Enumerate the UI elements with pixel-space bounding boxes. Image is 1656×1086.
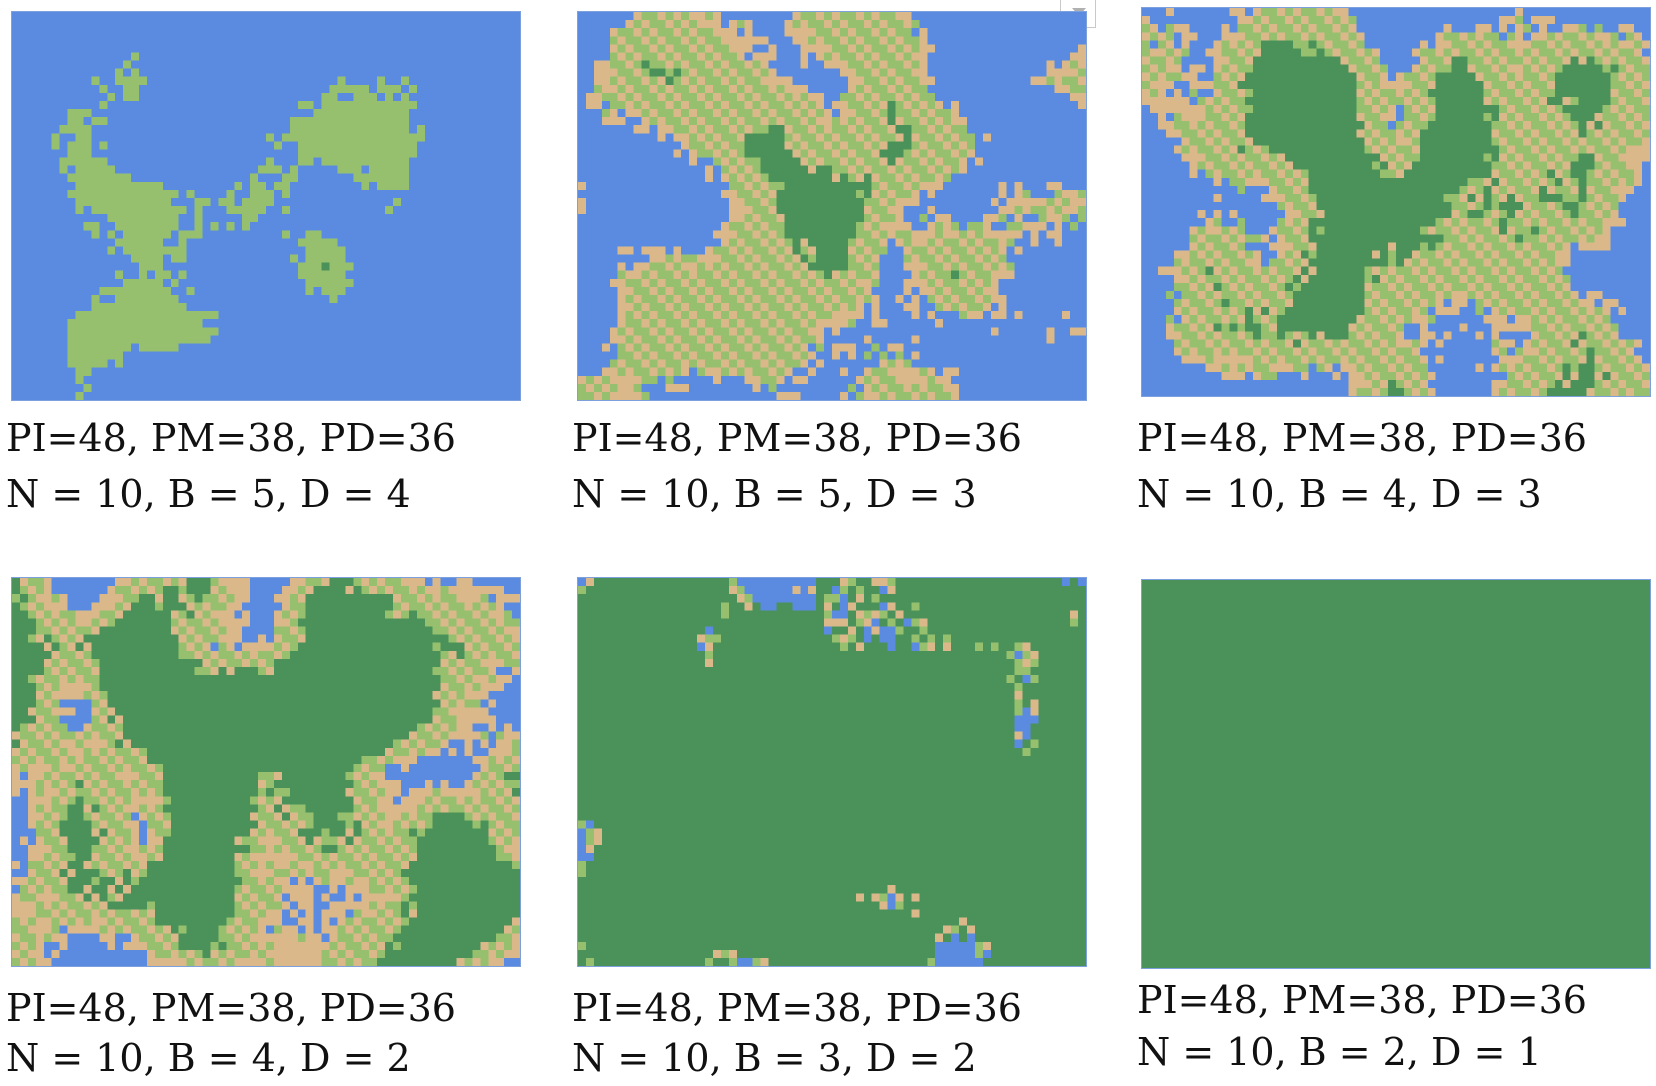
panel-5-settings: N = 10, B = 3, D = 2 bbox=[572, 1036, 977, 1080]
panel-2-settings: N = 10, B = 5, D = 3 bbox=[572, 472, 977, 516]
panel-4-settings: N = 10, B = 4, D = 2 bbox=[6, 1036, 411, 1080]
terrain-map-4 bbox=[11, 577, 521, 967]
panel-3-settings: N = 10, B = 4, D = 3 bbox=[1137, 472, 1542, 516]
terrain-map-3 bbox=[1141, 7, 1651, 397]
terrain-map-1 bbox=[11, 11, 521, 401]
panel-6-settings: N = 10, B = 2, D = 1 bbox=[1137, 1030, 1542, 1074]
terrain-map-5 bbox=[577, 577, 1087, 967]
panel-2-params: PI=48, PM=38, PD=36 bbox=[572, 416, 1022, 460]
panel-6-params: PI=48, PM=38, PD=36 bbox=[1137, 978, 1587, 1022]
panel-1-params: PI=48, PM=38, PD=36 bbox=[6, 416, 456, 460]
panel-5-params: PI=48, PM=38, PD=36 bbox=[572, 986, 1022, 1030]
terrain-map-2 bbox=[577, 11, 1087, 401]
panel-3-params: PI=48, PM=38, PD=36 bbox=[1137, 416, 1587, 460]
panel-1-settings: N = 10, B = 5, D = 4 bbox=[6, 472, 411, 516]
panel-4-params: PI=48, PM=38, PD=36 bbox=[6, 986, 456, 1030]
terrain-map-6 bbox=[1141, 579, 1651, 969]
